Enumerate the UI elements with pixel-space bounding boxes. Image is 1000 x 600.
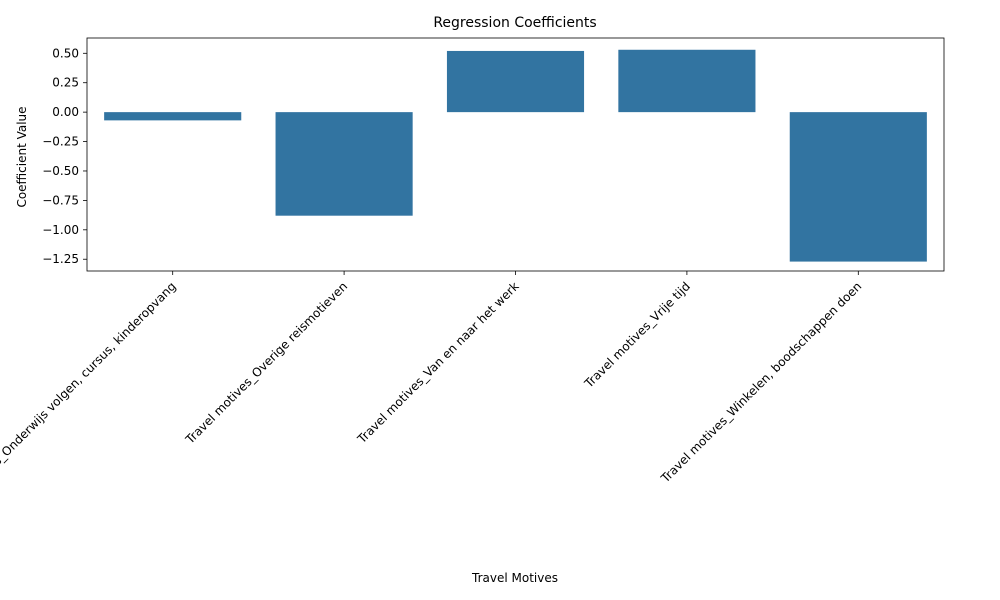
bar (104, 112, 242, 121)
y-tick-label: −0.25 (42, 135, 79, 149)
y-tick-label: −0.50 (42, 164, 79, 178)
y-tick-label: −0.75 (42, 193, 79, 207)
x-tick-label: Travel motives_Onderwijs volgen, cursus,… (0, 279, 179, 526)
bar (789, 112, 927, 262)
bar (618, 49, 756, 113)
x-tick-label: Travel motives_Winkelen, boodschappen do… (658, 279, 865, 486)
y-tick-label: 0.50 (52, 46, 79, 60)
x-tick-label: Travel motives_Overige reismotieven (182, 279, 350, 447)
chart-title: Regression Coefficients (433, 15, 596, 31)
bar (275, 112, 413, 216)
x-tick-label: Travel motives_Vrije tijd (581, 279, 693, 391)
y-axis-title: Coefficient Value (15, 106, 29, 207)
y-tick-label: −1.00 (42, 223, 79, 237)
bar (446, 50, 585, 113)
y-tick-label: 0.00 (52, 105, 79, 119)
plot-area: −1.25 −1.00 −0.75 −0.50 −0.25 0.00 0.25 0.50 Tra… (0, 37, 945, 526)
x-axis-title: Travel Motives (471, 571, 558, 585)
y-tick-label: 0.25 (52, 76, 79, 90)
y-tick-label: −1.25 (42, 252, 79, 266)
x-tick-label: Travel motives_Van en naar het werk (354, 279, 521, 446)
